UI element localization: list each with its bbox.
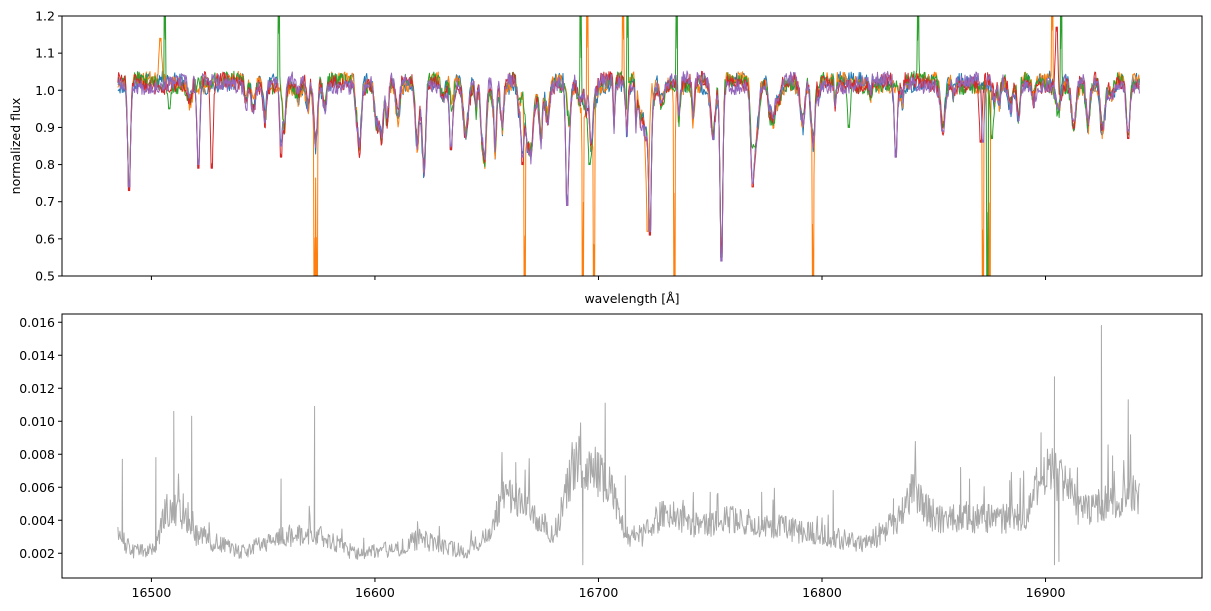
flux-y-tick-label: 1.1	[35, 46, 55, 61]
scatter-x-tick-label: 16900	[1026, 585, 1066, 600]
scatter-series-line	[117, 325, 1140, 566]
flux-x-ticks	[150, 276, 1047, 280]
flux-y-tick-label: 1.0	[35, 83, 55, 98]
flux-series-group	[117, 16, 1140, 276]
scatter-y-tick-label: 0.004	[19, 513, 55, 528]
flux-y-tick-label: 1.2	[35, 9, 55, 24]
scatter-y-tick-label: 0.006	[19, 480, 55, 495]
scatter-series-group	[117, 325, 1140, 566]
flux-y-axis-label: normalized flux	[8, 98, 23, 195]
scatter-y-tick-label: 0.002	[19, 546, 55, 561]
flux-y-tick-label: 0.5	[35, 269, 55, 284]
scatter-y-tick-label: 0.016	[19, 315, 55, 330]
scatter-x-ticks: 16500 16600 16700 16800 16900	[132, 578, 1066, 600]
flux-y-ticks: 0.5 0.6 0.7 0.8 0.9 1.0 1.1 1.2	[35, 9, 62, 284]
scatter-y-tick-label: 0.010	[19, 414, 55, 429]
flux-y-tick-label: 0.8	[35, 157, 55, 172]
flux-axes-frame	[61, 15, 1203, 277]
scatter-y-tick-label: 0.014	[19, 348, 55, 363]
scatter-y-tick-label: 0.012	[19, 381, 55, 396]
scatter-x-tick-label: 16500	[132, 585, 172, 600]
scatter-y-tick-label: 0.008	[19, 447, 55, 462]
scatter-x-tick-label: 16800	[802, 585, 842, 600]
wavelength-x-axis-label: wavelength [Å]	[584, 291, 679, 306]
flux-series-line	[117, 26, 1140, 255]
flux-y-tick-label: 0.7	[35, 194, 55, 209]
scatter-x-tick-label: 16700	[579, 585, 619, 600]
flux-panel: 0.5 0.6 0.7 0.8 0.9 1.0 1.1 1.2 normalized flux…	[8, 9, 1203, 306]
flux-y-tick-label: 0.6	[35, 231, 55, 246]
scatter-axes-frame	[61, 313, 1203, 579]
flux-y-tick-label: 0.9	[35, 120, 55, 135]
scatter-panel: 0.002 0.004 0.006 0.008 0.010 0.012 0.014 0.016…	[19, 313, 1203, 600]
scatter-x-tick-label: 16600	[355, 585, 395, 600]
flux-series-line	[117, 70, 1140, 262]
scatter-y-ticks: 0.002 0.004 0.006 0.008 0.010 0.012 0.014 0.016	[19, 315, 62, 561]
